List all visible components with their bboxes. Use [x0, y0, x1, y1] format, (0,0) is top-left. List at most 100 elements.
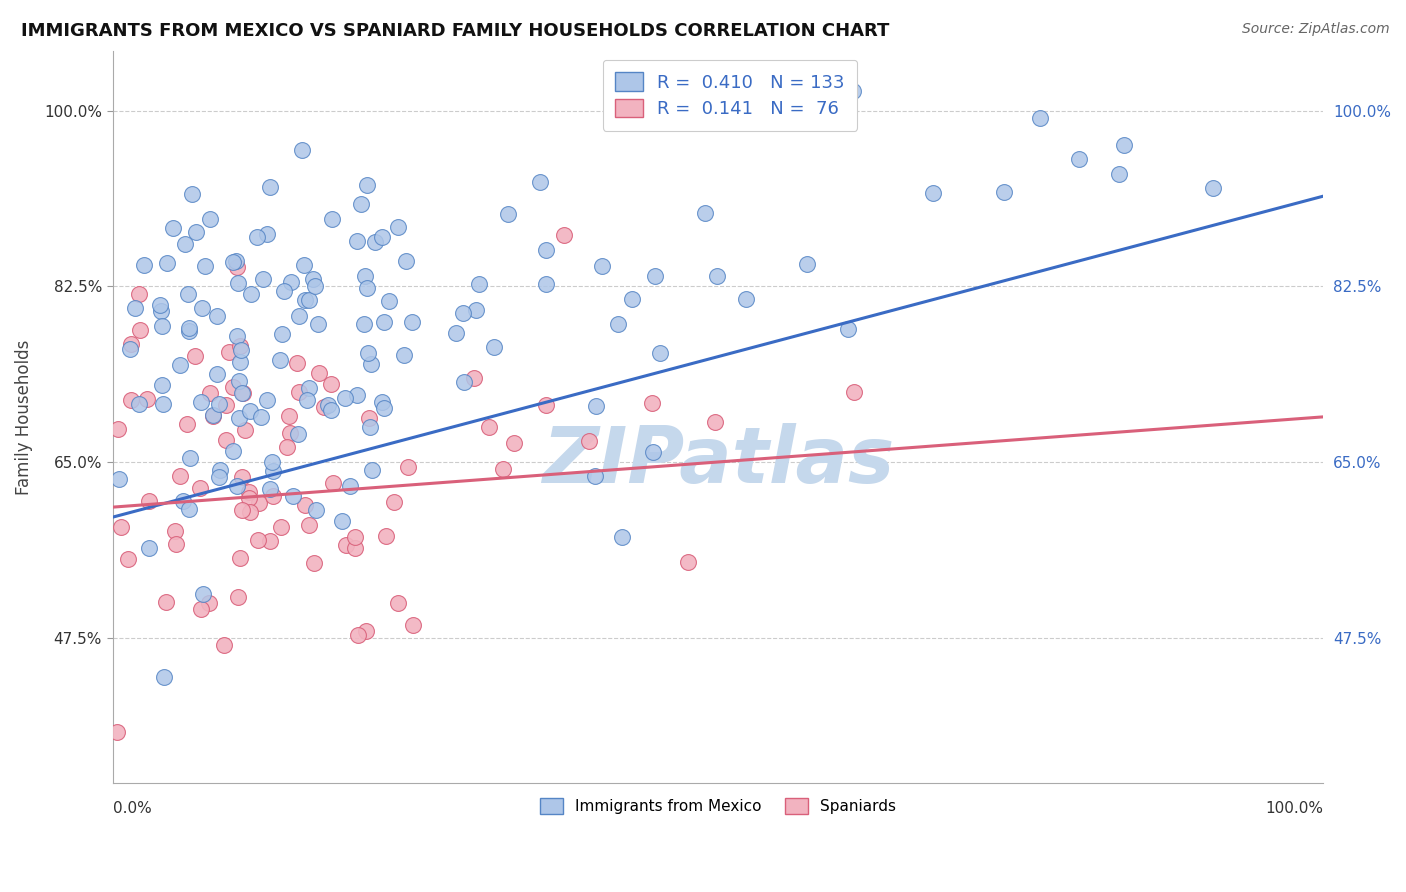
Point	[553, 227, 575, 242]
Point	[222, 255, 245, 269]
Point	[225, 260, 247, 275]
Point	[304, 278, 326, 293]
Point	[124, 301, 146, 315]
Point	[269, 353, 291, 368]
Point	[239, 286, 262, 301]
Point	[288, 309, 311, 323]
Point	[177, 324, 200, 338]
Point	[194, 259, 217, 273]
Point	[373, 315, 395, 329]
Point	[271, 327, 294, 342]
Point	[190, 602, 212, 616]
Point	[312, 400, 335, 414]
Point	[384, 495, 406, 509]
Text: 0.0%: 0.0%	[112, 801, 152, 816]
Point	[706, 268, 728, 283]
Point	[228, 374, 250, 388]
Point	[353, 268, 375, 283]
Point	[1069, 152, 1091, 166]
Point	[356, 281, 378, 295]
Point	[177, 502, 200, 516]
Point	[179, 451, 201, 466]
Point	[191, 587, 214, 601]
Point	[607, 317, 630, 331]
Point	[153, 670, 176, 684]
Point	[262, 455, 284, 469]
Point	[298, 517, 321, 532]
Point	[134, 258, 156, 272]
Point	[346, 234, 368, 248]
Point	[107, 422, 129, 436]
Point	[121, 336, 143, 351]
Point	[322, 475, 344, 490]
Point	[444, 326, 467, 341]
Point	[280, 275, 302, 289]
Point	[292, 258, 315, 272]
Point	[215, 433, 238, 447]
Point	[229, 551, 252, 566]
Point	[353, 318, 375, 332]
Point	[231, 503, 253, 517]
Point	[117, 552, 139, 566]
Point	[225, 479, 247, 493]
Point	[180, 187, 202, 202]
Point	[259, 482, 281, 496]
Point	[198, 596, 221, 610]
Point	[239, 404, 262, 418]
Point	[225, 254, 247, 268]
Point	[226, 591, 249, 605]
Point	[308, 366, 330, 380]
Point	[921, 186, 943, 200]
Point	[231, 385, 253, 400]
Point	[138, 541, 160, 555]
Point	[704, 415, 727, 429]
Point	[359, 420, 381, 434]
Point	[339, 479, 361, 493]
Point	[105, 725, 128, 739]
Point	[110, 519, 132, 533]
Y-axis label: Family Households: Family Households	[15, 339, 32, 494]
Point	[226, 329, 249, 343]
Point	[356, 178, 378, 192]
Point	[350, 197, 373, 211]
Point	[360, 357, 382, 371]
Point	[150, 304, 173, 318]
Point	[118, 342, 141, 356]
Point	[229, 338, 252, 352]
Point	[842, 84, 865, 98]
Point	[298, 293, 321, 308]
Point	[202, 409, 225, 423]
Point	[190, 395, 212, 409]
Point	[343, 541, 366, 555]
Point	[163, 524, 186, 539]
Point	[188, 482, 211, 496]
Point	[238, 491, 260, 506]
Point	[239, 505, 262, 519]
Point	[247, 496, 270, 510]
Point	[222, 379, 245, 393]
Point	[128, 286, 150, 301]
Point	[285, 356, 308, 370]
Point	[529, 175, 551, 189]
Point	[465, 302, 488, 317]
Point	[169, 468, 191, 483]
Point	[259, 533, 281, 548]
Point	[278, 426, 301, 441]
Point	[534, 277, 557, 291]
Point	[222, 443, 245, 458]
Point	[307, 318, 329, 332]
Point	[316, 398, 339, 412]
Point	[228, 355, 250, 369]
Point	[169, 358, 191, 372]
Point	[401, 315, 423, 329]
Point	[212, 638, 235, 652]
Point	[591, 259, 613, 273]
Point	[534, 243, 557, 257]
Point	[837, 322, 859, 336]
Point	[375, 529, 398, 543]
Point	[129, 323, 152, 337]
Point	[319, 376, 342, 391]
Point	[290, 143, 312, 157]
Point	[155, 594, 177, 608]
Point	[392, 348, 415, 362]
